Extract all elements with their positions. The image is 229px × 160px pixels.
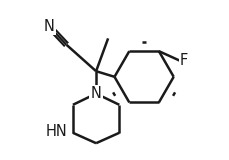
Text: HN: HN xyxy=(45,124,67,140)
Text: N: N xyxy=(44,19,54,34)
Text: F: F xyxy=(180,53,188,68)
Text: N: N xyxy=(91,86,101,101)
